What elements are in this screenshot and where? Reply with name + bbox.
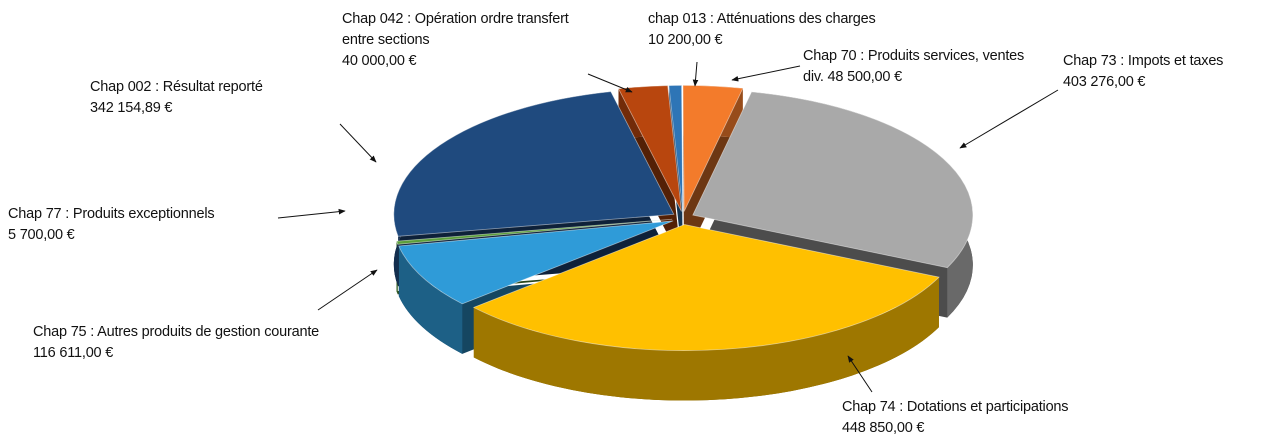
slice-label: Chap 002 : Résultat reporté 342 154,89 € [90,77,320,119]
slice [617,85,682,212]
leader-line [339,123,377,163]
slice [398,220,674,305]
slice-label: Chap 73 : Impots et taxes 403 276,00 € [1063,51,1267,93]
leader-lines [277,61,1059,393]
value-label: 10 200,00 € [648,32,723,48]
category-label: Chap 75 : Autres produits de gestion cou… [33,324,320,340]
value-label: 403 276,00 € [1063,74,1146,90]
leader-line [317,269,378,311]
value-label: 342 154,89 € [90,100,173,116]
slice-label: Chap 77 : Produits exceptionnels 5 700,00… [8,204,278,246]
slice [395,218,673,245]
slice [668,85,684,212]
slice-wall [398,246,463,354]
leader-line [692,61,699,87]
leader-line [959,89,1059,149]
slice [472,224,940,351]
slice-label: chap 013 : Atténuations des charges 10 20… [648,9,958,51]
slice-label: Chap 042 : Opération ordre transfert ent… [342,9,572,72]
slice [682,85,744,212]
value-label: 40 000,00 € [342,53,417,69]
category-label: Chap 74 : Dotations et participations [842,399,1069,415]
slice-label: Chap 74 : Dotations et participations 448… [842,397,1162,439]
value-label: 5 700,00 € [8,227,75,243]
category-label: Chap 002 : Résultat reporté [90,79,263,95]
pie-tops [393,85,974,351]
category-label: Chap 73 : Impots et taxes [1063,53,1224,69]
category-label: Chap 042 : Opération ordre transfert ent… [342,11,569,48]
leader-line [587,73,633,93]
category-label: Chap 77 : Produits exceptionnels [8,206,215,222]
category-label: chap 013 : Atténuations des charges [648,11,876,27]
leader-line [277,208,346,219]
category-label: Chap 70 : Produits services, ventes div. [803,48,1025,85]
slice-wall [473,277,939,401]
value-label: 448 850,00 € [842,420,925,436]
value-label: 116 611,00 € [33,345,114,361]
slice [692,91,974,269]
slice-label: Chap 75 : Autres produits de gestion cou… [33,322,333,364]
value-label: 48 500,00 € [827,69,903,85]
leader-line [847,355,873,393]
leader-line [731,65,801,82]
slice [393,91,675,237]
slice-label: Chap 70 : Produits services, ventes div.… [803,46,1043,88]
